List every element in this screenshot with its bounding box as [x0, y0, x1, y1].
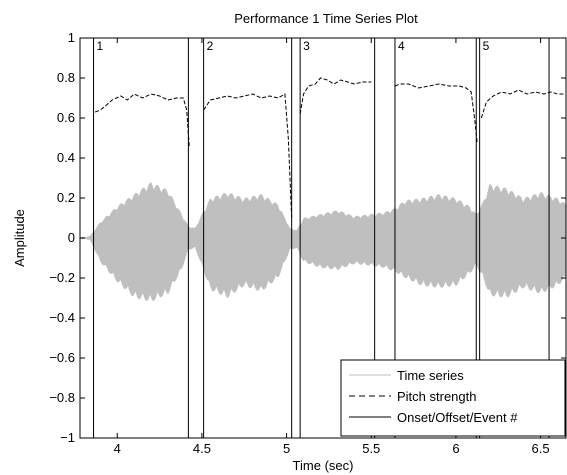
time-series-waveform	[80, 182, 566, 301]
x-tick-label: 4	[114, 441, 121, 456]
event-number-label-4: 4	[398, 39, 405, 53]
event-number-label-5: 5	[483, 39, 490, 53]
x-tick-label: 5	[283, 441, 290, 456]
chart-title: Performance 1 Time Series Plot	[234, 11, 418, 26]
event-number-label-1: 1	[97, 39, 104, 53]
y-axis: −1 −0.8 −0.6 −0.4 −0.2 0 0.2 0.4 0.6 0.8 1	[49, 30, 566, 445]
y-tick-label: 0.8	[57, 70, 75, 85]
y-tick-label: 0.4	[57, 150, 75, 165]
legend: Time series Pitch strength Onset/Offset/Ev…	[340, 359, 566, 437]
y-tick-label: 0.2	[57, 190, 75, 205]
pitch-strength-segment-5	[480, 89, 565, 119]
x-tick-label: 6.5	[532, 441, 550, 456]
y-tick-label: 0	[68, 230, 75, 245]
time-series-layer	[80, 182, 566, 301]
y-tick-label: 1	[68, 30, 75, 45]
y-tick-label: −0.2	[49, 270, 75, 285]
x-tick-label: 5.5	[362, 441, 380, 456]
x-tick-label: 6	[452, 441, 459, 456]
pitch-strength-layer	[95, 77, 565, 219]
event-number-label-3: 3	[303, 39, 310, 53]
pitch-strength-segment-1	[95, 93, 190, 147]
y-tick-label: −0.8	[49, 390, 75, 405]
pitch-strength-segment-2	[203, 93, 293, 219]
pitch-strength-segment-3	[299, 77, 372, 115]
y-tick-label: −0.4	[49, 310, 75, 325]
y-axis-label: Amplitude	[12, 209, 27, 267]
pitch-strength-segment-4	[394, 83, 478, 143]
x-tick-label: 4.5	[193, 441, 211, 456]
x-axis-label: Time (sec)	[293, 458, 354, 473]
plot-area: 1 2 3 4 5 4 4.5 5 5.5 6 6.5 −1 −0.8 −0.6 −0.4 −0.2 0 0.…	[49, 30, 567, 456]
legend-label-1: Time series	[397, 368, 464, 383]
event-number-label-2: 2	[207, 39, 214, 53]
legend-label-3: Onset/Offset/Event #	[397, 410, 518, 425]
legend-label-2: Pitch strength	[397, 389, 477, 404]
y-tick-label: −1	[60, 430, 75, 445]
y-tick-label: −0.6	[49, 350, 75, 365]
y-tick-label: 0.6	[57, 110, 75, 125]
x-axis: 4 4.5 5 5.5 6 6.5	[114, 38, 550, 456]
legend-box	[340, 359, 566, 437]
